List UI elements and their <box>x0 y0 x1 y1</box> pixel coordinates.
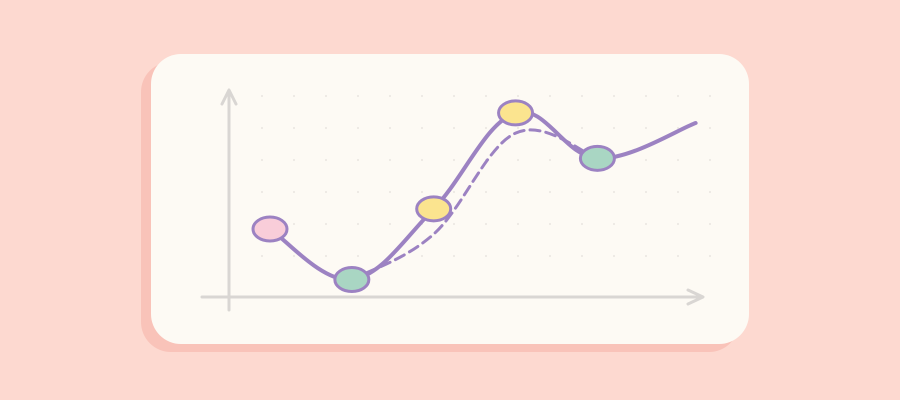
grid-dot <box>388 158 392 162</box>
grid-dot <box>644 126 648 130</box>
grid-dot <box>516 126 520 130</box>
y-axis-arrow-icon <box>220 88 238 106</box>
grid-dot <box>676 158 680 162</box>
grid-dot <box>516 222 520 226</box>
grid-dot <box>420 126 424 130</box>
grid-dot <box>260 158 264 162</box>
grid-dot <box>388 222 392 226</box>
grid-dot <box>548 190 552 194</box>
grid-dot <box>612 190 616 194</box>
grid-dot <box>580 126 584 130</box>
grid-dot <box>548 254 552 258</box>
grid-dot <box>644 94 648 98</box>
grid-dot <box>452 158 456 162</box>
data-point-marker[interactable] <box>251 215 289 243</box>
grid-dot <box>452 94 456 98</box>
grid-dot <box>612 222 616 226</box>
grid-dot <box>324 126 328 130</box>
grid-dot <box>580 94 584 98</box>
grid-dot <box>580 254 584 258</box>
series-line-dashed <box>350 128 599 282</box>
x-axis-arrow-icon <box>686 288 705 306</box>
data-point-marker[interactable] <box>578 144 616 172</box>
grid-dot <box>484 222 488 226</box>
grid-dot <box>644 254 648 258</box>
grid-dot <box>324 94 328 98</box>
grid-dot <box>356 254 360 258</box>
grid-dot <box>260 190 264 194</box>
grid-dot <box>420 94 424 98</box>
grid-dot <box>708 126 712 130</box>
grid-dot <box>580 190 584 194</box>
x-axis <box>200 288 705 306</box>
grid-dot <box>452 190 456 194</box>
grid-dot <box>356 126 360 130</box>
grid-dot <box>324 190 328 194</box>
grid-dot <box>420 190 424 194</box>
grid-dot <box>484 94 488 98</box>
grid-dot <box>612 94 616 98</box>
y-axis <box>220 88 238 312</box>
grid-dot <box>292 190 296 194</box>
grid-dot <box>644 158 648 162</box>
grid-dot <box>260 254 264 258</box>
grid-dot <box>484 190 488 194</box>
grid-dot <box>452 126 456 130</box>
data-point-marker[interactable] <box>497 99 535 127</box>
grid-dot <box>548 222 552 226</box>
grid-dot <box>516 190 520 194</box>
grid-dot <box>676 222 680 226</box>
grid-dot <box>388 94 392 98</box>
grid-dot <box>516 254 520 258</box>
grid-dot <box>484 254 488 258</box>
grid-dot <box>708 254 712 258</box>
grid-dot <box>260 126 264 130</box>
grid-dot <box>676 190 680 194</box>
series-line-solid <box>268 109 698 282</box>
grid-dot <box>676 254 680 258</box>
data-point-marker[interactable] <box>333 266 371 294</box>
series-layer <box>268 109 698 282</box>
grid-dot <box>324 222 328 226</box>
grid-dot <box>420 254 424 258</box>
grid-dot <box>676 126 680 130</box>
grid-dot <box>324 254 328 258</box>
grid-dot <box>324 158 328 162</box>
grid-dot <box>708 94 712 98</box>
grid-dot <box>356 190 360 194</box>
grid-dot <box>292 222 296 226</box>
grid-dot <box>580 222 584 226</box>
grid-dot <box>420 158 424 162</box>
grid-dot <box>292 126 296 130</box>
grid-dot <box>612 126 616 130</box>
grid-dot <box>612 254 616 258</box>
grid-dot <box>356 158 360 162</box>
grid-dots <box>260 94 712 258</box>
marker-layer <box>251 99 616 294</box>
grid-dot <box>516 158 520 162</box>
grid-dot <box>292 254 296 258</box>
grid-dot <box>708 158 712 162</box>
grid-dot <box>644 190 648 194</box>
grid-dot <box>452 222 456 226</box>
grid-dot <box>292 94 296 98</box>
grid-dot <box>708 190 712 194</box>
data-point-marker[interactable] <box>415 195 453 223</box>
grid-dot <box>452 254 456 258</box>
grid-dot <box>708 222 712 226</box>
grid-dot <box>260 94 264 98</box>
grid-dot <box>356 222 360 226</box>
grid-dot <box>484 126 488 130</box>
grid-dot <box>356 94 360 98</box>
grid-dot <box>388 190 392 194</box>
grid-dot <box>644 222 648 226</box>
grid-dot <box>676 94 680 98</box>
grid-dot <box>388 126 392 130</box>
grid-dot <box>516 94 520 98</box>
grid-dot <box>548 94 552 98</box>
grid-dot <box>548 158 552 162</box>
grid-dot <box>292 158 296 162</box>
